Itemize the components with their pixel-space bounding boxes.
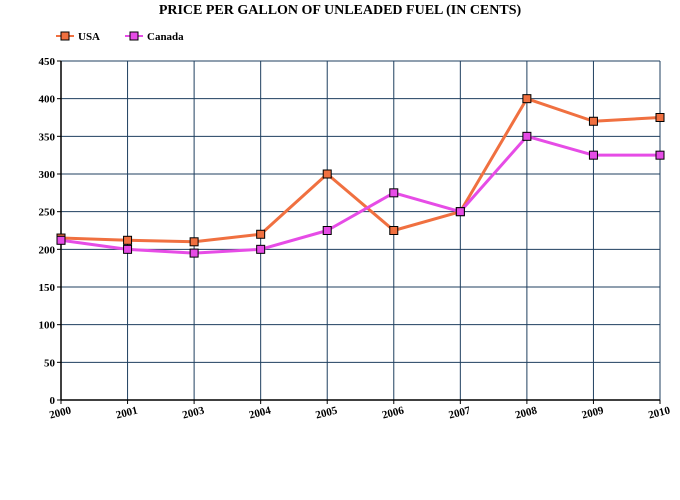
data-point-canada <box>389 188 399 198</box>
data-point-usa <box>588 116 598 126</box>
legend-item-usa: USA <box>56 31 100 43</box>
x-tick-label: 2008 <box>514 404 539 421</box>
data-point-canada <box>189 248 199 258</box>
x-tick-label: 2004 <box>248 404 273 421</box>
y-tick-label: 450 <box>39 56 56 68</box>
series-group <box>56 94 665 258</box>
x-tick-label: 2005 <box>314 404 339 421</box>
data-point-canada <box>455 207 465 217</box>
x-axis-ticks: 2000 2001 2003 2004 2005 2006 2007 2008 2009 2010 <box>48 400 672 422</box>
data-point-usa <box>256 229 266 239</box>
x-tick-label: 2007 <box>447 404 472 421</box>
series-line-canada <box>59 134 662 255</box>
legend-label-canada: Canada <box>147 31 184 43</box>
x-tick-label: 2000 <box>48 404 73 421</box>
data-point-canada <box>123 244 133 254</box>
data-point-canada <box>588 150 598 160</box>
series-line-usa <box>59 97 662 244</box>
data-point-canada <box>522 131 532 141</box>
y-tick-label: 300 <box>39 169 56 181</box>
x-tick-label: 2001 <box>115 405 139 422</box>
data-point-usa <box>522 94 532 104</box>
data-point-usa <box>189 237 199 247</box>
data-point-canada <box>256 244 266 254</box>
legend: USA Canada <box>56 31 184 43</box>
y-tick-label: 400 <box>39 94 56 106</box>
legend-swatch-marker-canada <box>129 31 139 41</box>
y-tick-label: 250 <box>39 207 56 219</box>
y-tick-label: 100 <box>39 320 56 332</box>
legend-swatch-marker-usa <box>60 31 70 41</box>
data-point-usa <box>322 169 332 179</box>
x-tick-label: 2006 <box>381 404 406 421</box>
data-point-canada <box>655 150 665 160</box>
y-axis-ticks: 0 50 100 150 200 250 300 350 400 450 <box>39 56 61 407</box>
data-point-usa <box>389 226 399 235</box>
legend-item-canada: Canada <box>125 31 184 43</box>
data-point-canada <box>322 226 332 235</box>
y-tick-label: 350 <box>39 131 56 143</box>
y-tick-label: 200 <box>39 244 56 256</box>
axes <box>60 61 660 401</box>
y-tick-label: 150 <box>39 282 56 294</box>
legend-label-usa: USA <box>78 31 100 43</box>
data-point-usa <box>655 113 665 122</box>
x-tick-label: 2010 <box>647 404 672 421</box>
chart-title: PRICE PER GALLON OF UNLEADED FUEL (IN CE… <box>159 3 522 18</box>
x-tick-label: 2009 <box>581 404 606 421</box>
y-tick-label: 50 <box>44 357 56 369</box>
data-point-usa <box>123 235 133 245</box>
y-tick-label: 0 <box>50 395 56 407</box>
x-tick-label: 2003 <box>181 404 206 421</box>
data-point-canada <box>56 235 66 245</box>
